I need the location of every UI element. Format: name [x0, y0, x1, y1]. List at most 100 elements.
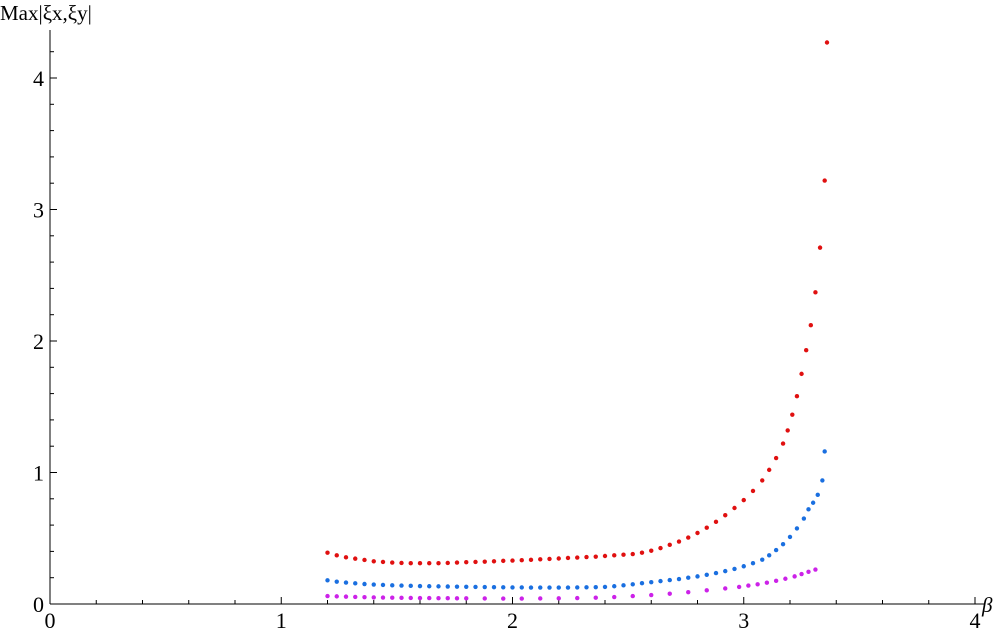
data-point: [794, 526, 800, 531]
data-point: [547, 585, 552, 590]
y-axis-label: Max|ξx,ξy|: [0, 1, 92, 25]
data-point: [602, 553, 608, 559]
data-point: [464, 596, 469, 601]
data-point: [766, 467, 772, 473]
data-point: [353, 594, 358, 600]
data-point: [454, 560, 460, 565]
data-point: [399, 560, 404, 566]
x-axis-label: β: [981, 593, 993, 617]
data-point: [371, 582, 376, 587]
data-point: [803, 348, 809, 353]
data-points: [325, 40, 830, 601]
data-point: [704, 525, 709, 530]
data-point: [649, 592, 654, 598]
x-tick-label: 0: [45, 608, 56, 633]
data-point: [676, 539, 682, 544]
data-point: [783, 576, 788, 581]
data-point: [362, 581, 367, 587]
data-point: [399, 595, 404, 601]
data-point: [686, 535, 691, 540]
data-point: [417, 583, 423, 589]
data-point: [538, 557, 543, 562]
data-point: [427, 595, 432, 601]
data-point: [399, 583, 404, 588]
data-point: [723, 568, 728, 574]
data-point: [658, 545, 663, 551]
data-point: [519, 585, 524, 590]
data-point: [750, 561, 756, 566]
ticks: 0 1 2 3 4 1 2 3 4 0: [33, 51, 981, 633]
data-point: [565, 555, 571, 561]
data-point: [686, 575, 691, 580]
data-point: [343, 555, 349, 560]
data-point: [454, 596, 460, 601]
data-point: [686, 589, 691, 595]
data-point: [556, 596, 561, 601]
data-point: [676, 576, 682, 582]
data-point: [556, 585, 561, 590]
data-point: [755, 582, 760, 587]
data-point: [658, 578, 663, 584]
data-point: [621, 583, 626, 588]
data-point: [806, 569, 811, 574]
data-point: [741, 564, 746, 569]
data-point: [417, 561, 423, 566]
data-point: [408, 595, 413, 601]
data-point: [810, 500, 816, 505]
data-point: [519, 596, 524, 601]
data-point: [353, 556, 358, 561]
data-point: [723, 513, 728, 518]
data-point: [584, 554, 589, 560]
data-point: [723, 586, 728, 591]
data-point: [565, 585, 571, 590]
data-point: [713, 570, 719, 576]
data-point: [408, 583, 413, 589]
data-point: [787, 534, 793, 540]
data-point: [408, 561, 413, 566]
data-point: [667, 577, 672, 583]
data-point: [732, 505, 737, 511]
data-point: [371, 559, 376, 564]
y-tick-label: 2: [33, 329, 44, 354]
data-point: [792, 574, 797, 579]
data-point: [575, 585, 580, 590]
data-point: [813, 567, 818, 572]
data-point: [501, 558, 506, 564]
data-point: [750, 488, 756, 494]
data-point: [473, 559, 478, 565]
axes: [49, 30, 985, 605]
data-point: [436, 596, 441, 601]
data-point: [593, 584, 598, 590]
data-point: [760, 557, 765, 562]
data-point: [445, 560, 450, 566]
data-point: [390, 595, 395, 600]
data-point: [824, 40, 830, 45]
data-point: [417, 595, 423, 601]
data-point: [630, 582, 635, 587]
data-point: [639, 550, 645, 555]
data-point: [732, 566, 737, 572]
x-tick-label: 2: [507, 608, 518, 633]
data-point: [593, 554, 598, 559]
data-point: [325, 578, 330, 583]
y-tick-label: 4: [33, 66, 44, 91]
data-point: [528, 557, 534, 563]
data-point: [334, 579, 339, 584]
data-point: [780, 541, 786, 547]
data-point: [649, 548, 654, 553]
data-point: [667, 542, 672, 548]
data-point: [817, 245, 823, 250]
data-point: [799, 571, 804, 577]
data-point: [325, 550, 330, 555]
data-point: [538, 596, 543, 601]
data-point: [334, 553, 339, 558]
data-point: [325, 593, 330, 599]
data-point: [773, 578, 779, 584]
data-point: [510, 558, 515, 563]
y-tick-label: 3: [33, 198, 44, 223]
data-point: [343, 580, 349, 585]
data-point: [380, 582, 386, 588]
data-point: [501, 596, 506, 601]
x-tick-label: 3: [738, 608, 749, 633]
data-point: [538, 585, 543, 590]
